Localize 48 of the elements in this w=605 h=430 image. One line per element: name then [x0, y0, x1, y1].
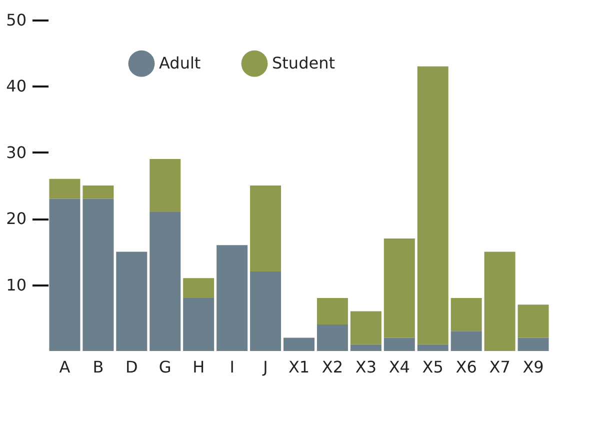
bar: [316, 298, 348, 325]
x-tick-label: G: [158, 358, 172, 376]
x-tick-label: X3: [355, 358, 377, 376]
x-tick-label: X4: [388, 358, 410, 376]
x-tick-label: D: [126, 358, 138, 376]
bar: [250, 272, 282, 351]
bar: [49, 198, 80, 351]
bar: [183, 298, 214, 351]
x-tick-label: X5: [422, 358, 444, 376]
x-tick-label: X2: [322, 358, 344, 376]
x-tick-label: H: [192, 358, 205, 376]
bar: [350, 344, 382, 351]
x-tick-label: X1: [288, 358, 310, 376]
bar: [250, 186, 282, 272]
bar: [384, 238, 415, 338]
y-tick-label: 10: [6, 275, 26, 294]
bar: [518, 304, 549, 338]
bar: [116, 252, 148, 351]
x-tick-label: I: [230, 358, 234, 376]
x-tick-label: A: [59, 358, 70, 376]
bar: [484, 252, 516, 351]
bar: [49, 178, 80, 199]
bar: [216, 245, 248, 351]
y-tick-label: 40: [6, 76, 26, 96]
bar: [150, 159, 181, 212]
bar: [518, 338, 549, 351]
x-tick-label: X9: [522, 358, 544, 376]
bar: [350, 311, 382, 344]
legend-label: Adult: [159, 54, 201, 73]
y-tick-label: 50: [6, 10, 26, 30]
bar: [316, 324, 348, 351]
bar: [150, 212, 181, 351]
x-tick-label: X7: [489, 358, 510, 376]
x-tick-label: X6: [456, 358, 477, 376]
y-tick-label: 20: [6, 209, 26, 228]
bar: [384, 338, 415, 351]
bar: [183, 278, 214, 298]
bar: [417, 66, 448, 344]
bar: [284, 338, 314, 351]
bar: [82, 186, 114, 199]
y-tick-label: 30: [6, 142, 26, 162]
bar: [450, 298, 482, 332]
x-tick-label: J: [262, 358, 268, 376]
x-tick-label: B: [92, 358, 104, 376]
bar: [417, 344, 448, 351]
bar: [450, 331, 482, 351]
legend-label: Student: [272, 54, 335, 73]
bar: [82, 198, 114, 351]
